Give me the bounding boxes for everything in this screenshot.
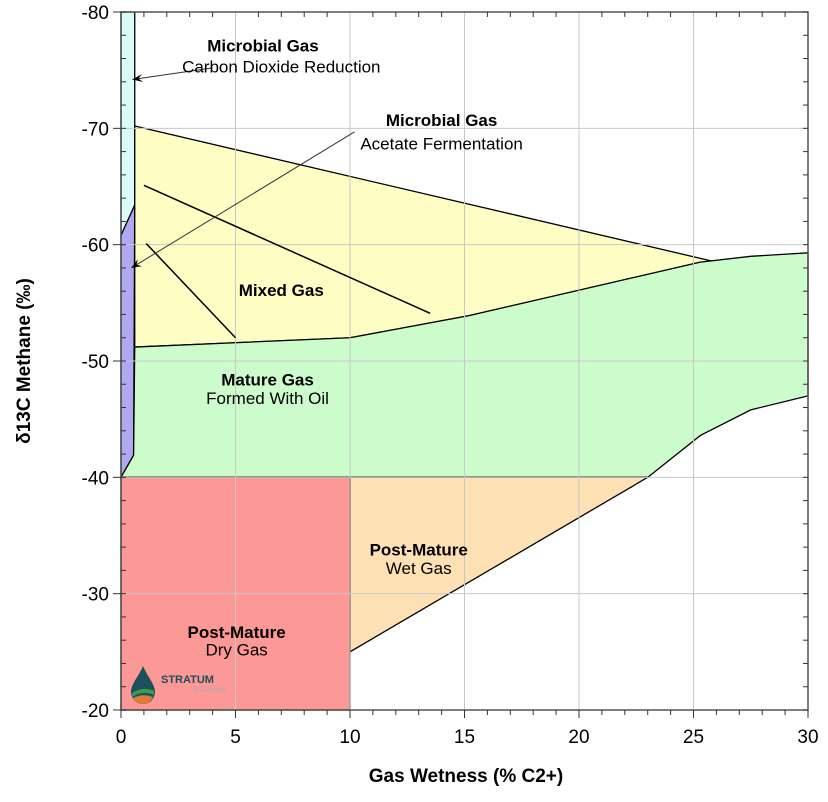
region-label-title: Microbial Gas [386, 111, 497, 130]
region-label-subtitle: Wet Gas [386, 559, 452, 578]
arrowhead-icon [132, 73, 144, 83]
x-tick-label: 0 [116, 727, 127, 748]
mixing-line-2 [145, 242, 237, 339]
region-label-subtitle: Formed With Oil [206, 389, 329, 408]
region-label-title: Mature Gas [221, 370, 314, 389]
logo-name: STRATUM [161, 674, 214, 686]
region-label-title: Post-Mature [188, 623, 286, 642]
y-tick-label: -40 [82, 468, 109, 489]
region-label-title: Microbial Gas [207, 37, 318, 56]
acetate-arrow [131, 131, 355, 269]
x-tick-label: 30 [797, 727, 818, 748]
x-tick-label: 25 [683, 727, 704, 748]
region-label-subtitle: Acetate Fermentation [360, 134, 523, 153]
y-axis-label: δ13C Methane (‰) [14, 278, 35, 444]
y-tick-label: -70 [82, 119, 109, 140]
y-tick-label: -50 [82, 352, 109, 373]
region-acetate-fermentation [120, 204, 136, 480]
region-co2-reduction [120, 11, 136, 236]
grid [121, 12, 808, 710]
x-tick-label: 5 [230, 727, 241, 748]
logo-drop-icon [131, 666, 155, 704]
y-tick-label: -30 [82, 585, 109, 606]
y-tick-label: -60 [82, 236, 109, 257]
region-label-subtitle: Dry Gas [205, 640, 267, 659]
region-label-subtitle: Carbon Dioxide Reduction [182, 57, 380, 76]
mixing-lines [143, 184, 431, 339]
x-tick-label: 10 [339, 727, 360, 748]
x-tick-label: 20 [568, 727, 589, 748]
mixing-line-1 [143, 184, 431, 314]
co2-arrow [132, 67, 213, 80]
y-tick-label: -20 [82, 701, 109, 722]
region-label-title: Mixed Gas [239, 281, 324, 300]
x-axis-label: Gas Wetness (% C2+) [369, 766, 563, 787]
region-label-title: Post-Mature [370, 540, 468, 559]
stratum-logo: STRATUM RESERVOIR [131, 666, 227, 704]
arrowhead-icon [131, 259, 143, 268]
logo-tagline: RESERVOIR [191, 688, 227, 694]
axes: 0 5 10 15 20 25 30 -80 -70 -60 -50 -40 -30 -20 [82, 3, 819, 748]
arrows [131, 67, 355, 269]
x-tick-label: 15 [454, 727, 475, 748]
y-tick-label: -80 [82, 3, 109, 24]
